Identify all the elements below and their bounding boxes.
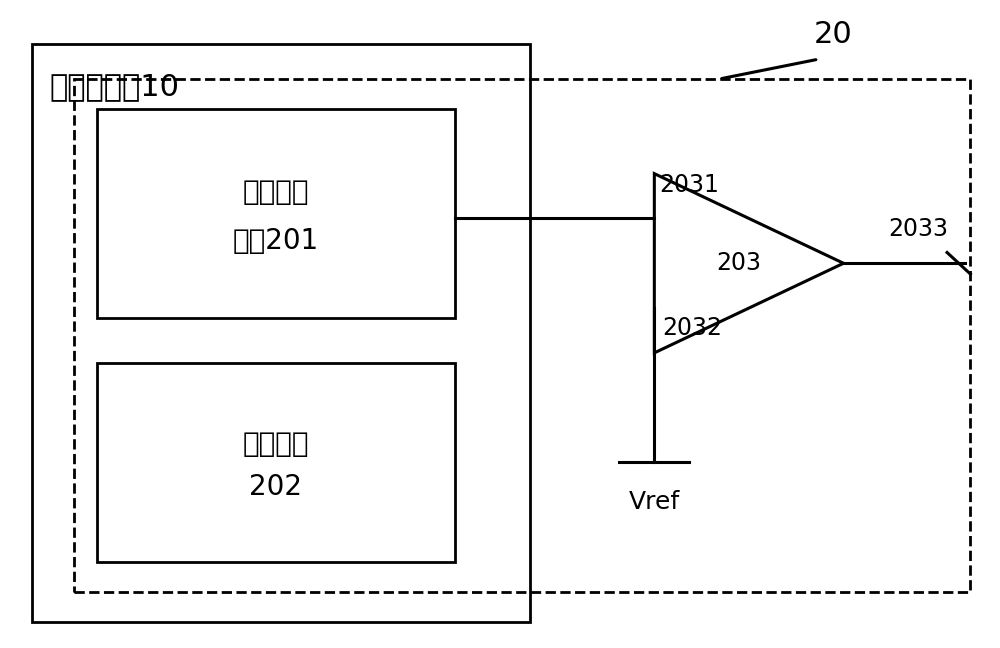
Text: 20: 20: [814, 19, 853, 49]
Text: 2033: 2033: [888, 217, 948, 241]
Text: 203: 203: [716, 251, 761, 275]
Text: 元件201: 元件201: [233, 227, 319, 255]
Text: 2031: 2031: [659, 172, 719, 196]
Text: 气压检测: 气压检测: [243, 178, 309, 205]
Text: 202: 202: [249, 473, 302, 502]
Text: 2032: 2032: [662, 316, 722, 340]
Text: 换电连接器10: 换电连接器10: [50, 72, 180, 101]
Text: Vref: Vref: [629, 491, 680, 515]
Text: 充气装置: 充气装置: [243, 430, 309, 459]
